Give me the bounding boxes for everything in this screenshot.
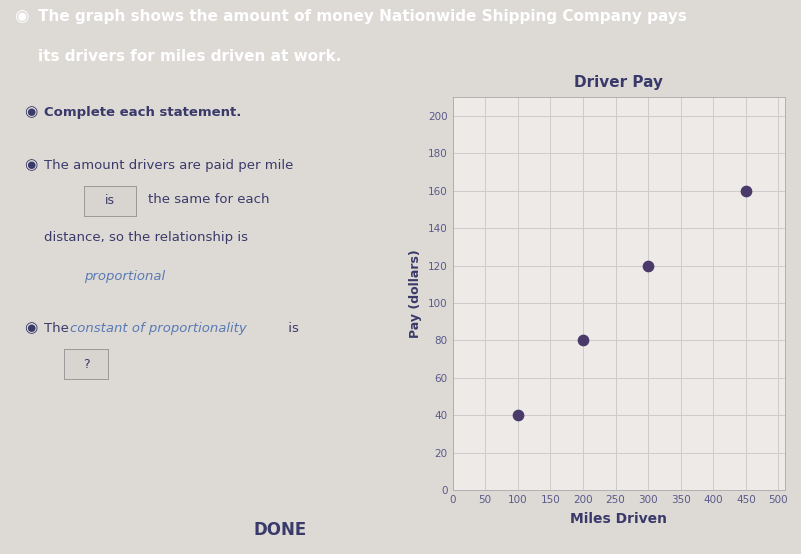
Point <box>577 336 590 345</box>
Text: Complete each statement.: Complete each statement. <box>44 106 241 119</box>
Text: constant of proportionality: constant of proportionality <box>70 322 247 335</box>
Y-axis label: Pay (dollars): Pay (dollars) <box>409 249 422 338</box>
Text: ?: ? <box>83 358 90 371</box>
Title: Driver Pay: Driver Pay <box>574 75 663 90</box>
Text: ◉: ◉ <box>24 320 38 335</box>
Text: the same for each: the same for each <box>148 193 270 206</box>
Text: ◉: ◉ <box>24 104 38 119</box>
Text: The graph shows the amount of money Nationwide Shipping Company pays: The graph shows the amount of money Nati… <box>38 9 687 24</box>
Text: The amount drivers are paid per mile: The amount drivers are paid per mile <box>44 159 293 172</box>
Text: ◉: ◉ <box>24 157 38 172</box>
Point <box>642 261 654 270</box>
Text: is: is <box>284 322 300 335</box>
Text: proportional: proportional <box>84 270 165 283</box>
Point <box>739 186 752 195</box>
Text: its drivers for miles driven at work.: its drivers for miles driven at work. <box>38 49 342 64</box>
X-axis label: Miles Driven: Miles Driven <box>570 512 667 526</box>
Text: The: The <box>44 322 73 335</box>
Text: DONE: DONE <box>254 521 307 538</box>
Text: ◉: ◉ <box>14 7 29 25</box>
Point <box>511 411 524 420</box>
Text: distance, so the relationship is: distance, so the relationship is <box>44 231 248 244</box>
Text: is: is <box>105 194 115 207</box>
